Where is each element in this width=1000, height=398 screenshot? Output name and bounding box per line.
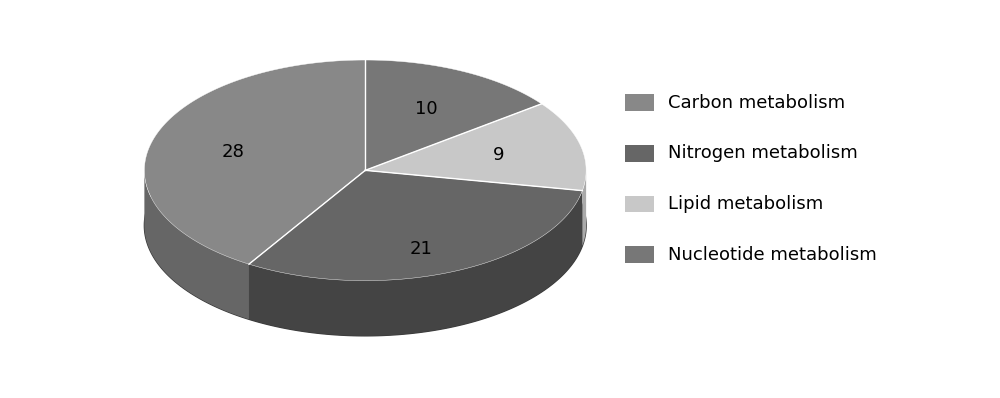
Polygon shape: [144, 171, 249, 319]
Polygon shape: [249, 191, 582, 336]
FancyBboxPatch shape: [625, 196, 654, 213]
Text: 9: 9: [493, 146, 504, 164]
FancyBboxPatch shape: [625, 94, 654, 111]
Polygon shape: [144, 60, 365, 264]
Polygon shape: [582, 170, 586, 246]
Polygon shape: [249, 170, 582, 281]
Text: Nucleotide metabolism: Nucleotide metabolism: [668, 246, 877, 263]
Text: Lipid metabolism: Lipid metabolism: [668, 195, 824, 213]
Text: Carbon metabolism: Carbon metabolism: [668, 94, 845, 112]
Polygon shape: [144, 115, 586, 336]
Text: 10: 10: [415, 100, 438, 118]
Text: Nitrogen metabolism: Nitrogen metabolism: [668, 144, 858, 162]
FancyBboxPatch shape: [625, 145, 654, 162]
Polygon shape: [365, 60, 542, 170]
Polygon shape: [365, 104, 586, 191]
FancyBboxPatch shape: [625, 246, 654, 263]
Text: 28: 28: [222, 142, 245, 161]
Text: 21: 21: [409, 240, 432, 258]
